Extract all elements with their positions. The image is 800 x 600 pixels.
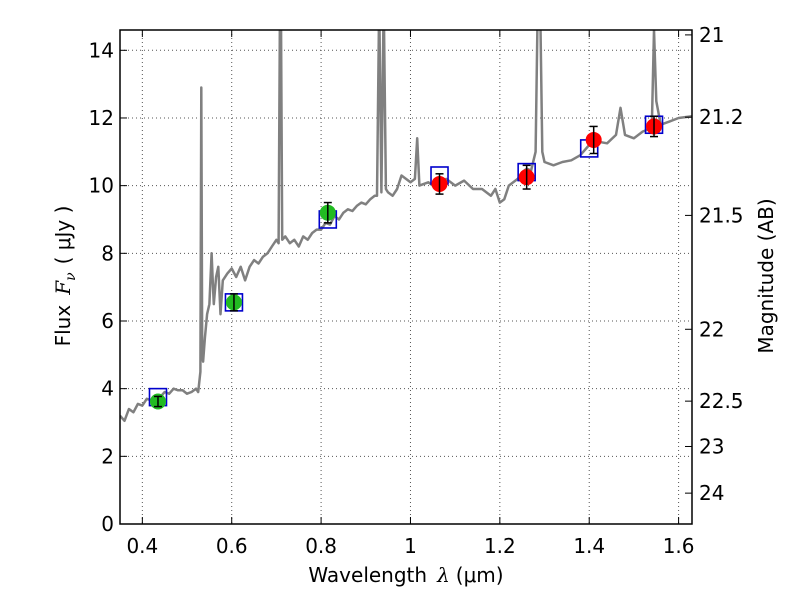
- model-spectrum-line: [120, 30, 692, 423]
- y-tick-label: 8: [101, 241, 114, 265]
- x-tick-label: 0.8: [305, 534, 337, 558]
- y-tick-label: 12: [89, 106, 114, 130]
- y-tick-label: 0: [101, 512, 114, 536]
- grid: [120, 30, 692, 524]
- x-tick-label: 1.4: [573, 534, 605, 558]
- y2-tick-label: 21.2: [699, 105, 744, 129]
- points-layer: [148, 115, 664, 410]
- y2-tick-label: 21.5: [699, 203, 744, 227]
- plot-area: [120, 30, 692, 524]
- y2-axis-label: Magnitude (AB): [754, 198, 778, 353]
- y-tick-label: 10: [89, 174, 114, 198]
- y-axis-label-subscript: ν: [63, 272, 79, 281]
- plot-frame: [119, 29, 693, 525]
- x-axis-label-symbol: λ: [436, 563, 450, 587]
- spectrum-layer: [120, 30, 692, 423]
- x-tick-label: 1.6: [663, 534, 695, 558]
- x-axis-label-unit: (μm): [456, 563, 504, 587]
- y-tick-label: 2: [101, 444, 114, 468]
- x-tick-label: 0.4: [126, 534, 158, 558]
- y-axis-label-unit: ( μJy ): [51, 206, 75, 265]
- y-axis-label: Flux Fν ( μJy ): [51, 206, 79, 347]
- y-tick-label: 4: [101, 377, 114, 401]
- x-axis-label-text: Wavelength: [308, 563, 427, 587]
- y-axis-label-text: Flux: [51, 305, 75, 347]
- x-tick-label: 0.6: [216, 534, 248, 558]
- x-axis-label: Wavelength λ (μm): [308, 563, 503, 587]
- y2-tick-label: 24: [699, 481, 724, 505]
- y2-tick-label: 22.5: [699, 389, 744, 413]
- y-tick-label: 6: [101, 309, 114, 333]
- y2-tick-label: 22: [699, 317, 724, 341]
- y2-tick-label: 23: [699, 434, 724, 458]
- ticks: 0.4 0.6 0.8 1 1.2 1.4 1.6024681012142121.221.5…: [89, 23, 744, 558]
- y2-tick-label: 21: [699, 23, 724, 47]
- y-tick-label: 14: [89, 38, 114, 62]
- y-axis-label-symbol: F: [51, 280, 75, 296]
- x-tick-label: 1.2: [484, 534, 516, 558]
- x-tick-label: 1: [404, 534, 417, 558]
